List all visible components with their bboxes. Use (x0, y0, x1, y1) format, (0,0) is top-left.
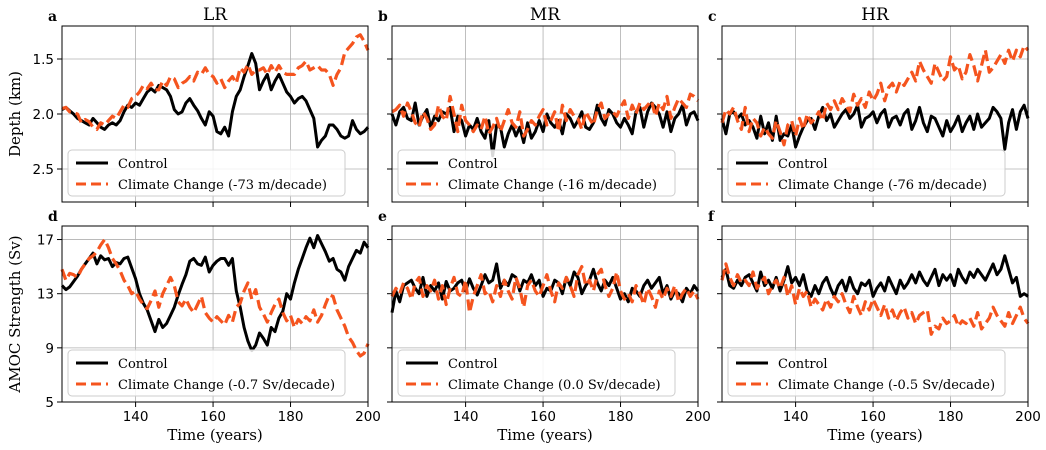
y-tick-label: 2.0 (33, 107, 54, 123)
y-tick-label: 13 (37, 287, 54, 303)
series-climate-change-line (720, 44, 1030, 147)
series-climate-change-line (390, 265, 700, 315)
column-title: MR (530, 5, 561, 25)
series-control-line (60, 234, 370, 353)
x-tick-label: 180 (608, 409, 634, 425)
axes-frame (61, 225, 369, 403)
x-axis-label: Time (years) (167, 426, 263, 444)
x-axis-label: Time (years) (497, 426, 593, 444)
x-tick-label: 180 (278, 409, 304, 425)
series-control-line (390, 262, 700, 313)
legend: Control Climate Change (-73 m/decade) (67, 149, 346, 197)
legend-climate-change-label: Climate Change (-73 m/decade) (118, 178, 327, 193)
legend: Control Climate Change (-76 m/decade) (727, 149, 1006, 197)
legend-climate-change-label: Climate Change (-76 m/decade) (778, 178, 987, 193)
panel-letter: c (708, 9, 717, 25)
series-control-line (720, 103, 1030, 151)
legend-box (67, 349, 346, 397)
legend-control-label: Control (448, 157, 498, 172)
series-control-line (61, 52, 370, 149)
y-tick-label: 5 (45, 395, 54, 411)
legend-climate-change-label: Climate Change (-0.7 Sv/decade) (118, 378, 335, 393)
x-tick-label: 160 (530, 409, 556, 425)
panel-e: 140 160 180 200 e Time (years) Control Climate … (378, 209, 711, 444)
legend-box (397, 349, 676, 397)
legend-climate-change-label: Climate Change (-0.5 Sv/decade) (778, 378, 995, 393)
x-tick-label: 140 (123, 409, 149, 425)
legend-box (397, 149, 676, 197)
series-climate-change-line (61, 33, 370, 131)
panel-d: 140 160 180 200 5 9 13 17 d Time (years) AMOC Stre… (6, 209, 381, 444)
panel-letter: a (48, 9, 57, 25)
legend-box (727, 349, 1006, 397)
legend-climate-change-label: Climate Change (0.0 Sv/decade) (448, 378, 661, 393)
legend: Control Climate Change (-16 m/decade) (397, 149, 676, 197)
x-tick-label: 160 (860, 409, 886, 425)
axes-frame (721, 225, 1029, 403)
series-climate-change-line (391, 92, 700, 138)
legend-control-label: Control (778, 357, 828, 372)
y-axis-label: Depth (km) (6, 71, 24, 157)
legend-control-label: Control (118, 357, 168, 372)
panel-letter: e (378, 209, 387, 225)
x-tick-label: 200 (1015, 409, 1041, 425)
x-tick-label: 180 (938, 409, 964, 425)
y-tick-label: 9 (45, 341, 54, 357)
panel-letter: f (708, 209, 715, 225)
series-climate-change-line (60, 237, 370, 358)
x-tick-label: 200 (355, 409, 381, 425)
panel-b: b MR Control Climate Change (-16 m/decade) (378, 5, 700, 207)
panel-c: c HR Control Climate Change (-76 m/decade) (708, 5, 1030, 207)
panel-a: 1.5 2.0 2.5 a LR Depth (km) Control Climate Cha… (6, 5, 370, 207)
x-tick-label: 140 (783, 409, 809, 425)
legend-climate-change-label: Climate Change (-16 m/decade) (448, 178, 657, 193)
legend-box (727, 149, 1006, 197)
series-climate-change-line (720, 262, 1030, 336)
panel-letter: b (378, 9, 388, 25)
series-control-line (720, 254, 1029, 298)
y-tick-label: 1.5 (33, 52, 54, 68)
column-title: HR (861, 5, 890, 25)
y-tick-label: 2.5 (33, 162, 54, 178)
x-tick-label: 140 (453, 409, 479, 425)
axes-frame (391, 225, 699, 403)
x-tick-label: 200 (685, 409, 711, 425)
legend-control-label: Control (778, 157, 828, 172)
y-axis-label: AMOC Strength (Sv) (6, 235, 24, 393)
legend: Control Climate Change (0.0 Sv/decade) (397, 349, 676, 397)
legend: Control Climate Change (-0.7 Sv/decade) (67, 349, 346, 397)
x-tick-label: 160 (200, 409, 226, 425)
column-title: LR (203, 5, 228, 25)
legend-box (67, 149, 346, 197)
legend-control-label: Control (448, 357, 498, 372)
legend: Control Climate Change (-0.5 Sv/decade) (727, 349, 1006, 397)
legend-control-label: Control (118, 157, 168, 172)
panel-letter: d (48, 209, 58, 225)
panel-f: 140 160 180 200 f Time (years) Control Climate … (708, 209, 1041, 444)
y-tick-label: 17 (37, 233, 54, 249)
x-axis-label: Time (years) (827, 426, 923, 444)
